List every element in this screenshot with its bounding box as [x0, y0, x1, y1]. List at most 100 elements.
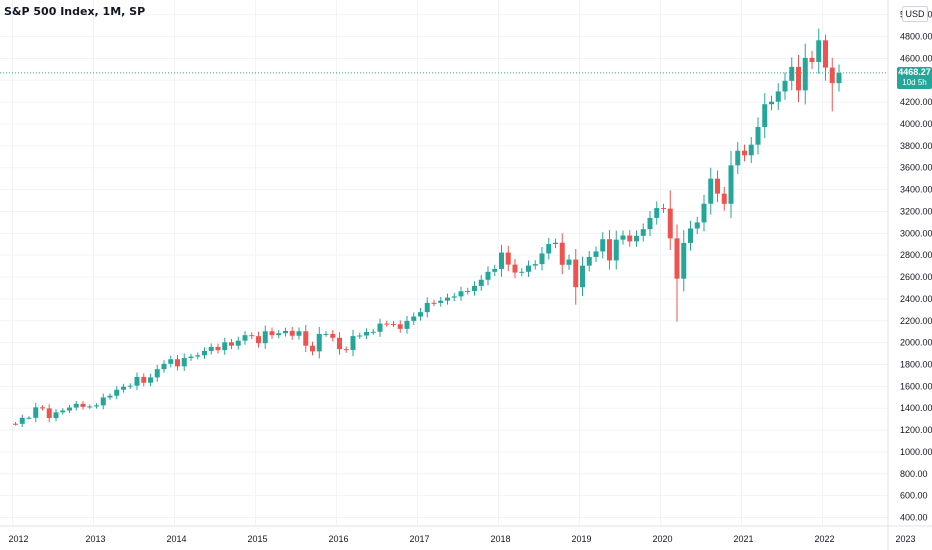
candle-body	[134, 376, 140, 386]
candle-body	[546, 244, 552, 254]
candle-body	[384, 323, 390, 325]
candle-body	[438, 300, 444, 303]
candle-body	[60, 410, 66, 413]
candle-body	[107, 395, 113, 398]
candle-body	[809, 57, 815, 63]
y-tick-label: 800.00	[900, 469, 928, 479]
candle-body	[823, 40, 828, 68]
candle-body	[283, 330, 288, 334]
candle-body	[127, 385, 133, 387]
candle-body	[492, 268, 498, 272]
candle-body	[249, 335, 255, 337]
candle-body	[310, 345, 315, 352]
grid-layer	[0, 0, 888, 525]
candle-body	[701, 203, 707, 223]
candle-body	[343, 349, 349, 351]
candle-body	[539, 253, 545, 265]
x-tick-label: 2022	[815, 534, 835, 544]
candle-body	[647, 217, 653, 230]
x-tick-label: 2021	[734, 534, 754, 544]
candle-body	[526, 265, 531, 272]
candle-body	[276, 333, 282, 336]
candle-body	[188, 356, 194, 359]
candle-body	[53, 412, 59, 419]
y-tick-label: 3400.00	[900, 185, 932, 195]
candle-body	[13, 423, 18, 425]
candle-body	[458, 291, 464, 297]
candle-body	[782, 80, 788, 92]
candle-body	[485, 271, 491, 280]
candle-body	[688, 228, 693, 243]
candle-body	[141, 376, 147, 383]
candle-body	[735, 150, 741, 166]
candle-body	[391, 323, 396, 325]
candle-body	[654, 208, 660, 218]
y-tick-label: 4800.00	[900, 32, 932, 42]
candle-body	[499, 252, 504, 269]
candle-body	[40, 407, 45, 409]
candle-body	[303, 331, 309, 346]
candle-body	[202, 350, 207, 356]
y-tick-label: 4000.00	[900, 119, 932, 129]
candle-body	[262, 331, 268, 344]
candle-body	[316, 333, 322, 352]
candle-body	[728, 165, 734, 204]
candle-body	[175, 359, 180, 367]
candle-body	[465, 291, 471, 293]
candle-body	[566, 259, 572, 265]
candle-body	[73, 403, 79, 408]
candle-body	[404, 320, 410, 329]
candle-body	[168, 359, 174, 364]
candle-body	[573, 259, 579, 288]
candle-body	[681, 242, 687, 279]
candle-body	[161, 363, 167, 370]
candle-body	[222, 342, 228, 351]
y-tick-label: 3600.00	[900, 163, 932, 173]
y-tick-label: 2800.00	[900, 250, 932, 260]
candle-body	[775, 91, 781, 102]
candle-body	[411, 316, 417, 321]
candle-body	[397, 324, 403, 329]
candle-body	[451, 296, 457, 298]
x-tick-label: 2012	[9, 534, 29, 544]
candle-body	[418, 312, 423, 317]
y-tick-label: 4600.00	[900, 53, 932, 63]
candle-body	[148, 377, 153, 383]
candle-body	[600, 239, 606, 252]
x-tick-label: 2023	[896, 534, 916, 544]
candle-body	[742, 150, 747, 156]
y-tick-label: 2400.00	[900, 294, 932, 304]
candle-body	[674, 238, 680, 279]
candle-body	[613, 239, 619, 261]
candle-body	[296, 331, 302, 336]
candle-body	[94, 405, 99, 407]
currency-button[interactable]: USD	[902, 6, 928, 22]
candle-body	[505, 252, 511, 265]
candle-body	[181, 358, 187, 367]
candle-body	[532, 264, 538, 266]
candle-body	[235, 340, 241, 346]
candle-body	[67, 407, 72, 411]
candle-body	[694, 222, 700, 229]
candle-body	[640, 229, 646, 236]
y-tick-label: 1800.00	[900, 359, 932, 369]
candle-body	[350, 336, 356, 351]
y-tick-label: 2200.00	[900, 316, 932, 326]
candle-body	[478, 279, 484, 286]
candle-body	[559, 242, 565, 265]
y-tick-label: 600.00	[900, 491, 928, 501]
candle-body	[607, 239, 612, 261]
x-tick-label: 2018	[491, 534, 511, 544]
x-tick-label: 2017	[410, 534, 430, 544]
y-tick-label: 2000.00	[900, 338, 932, 348]
y-tick-label: 1200.00	[900, 425, 932, 435]
candle-body	[445, 297, 450, 301]
candle-body	[87, 406, 93, 408]
candle-body	[337, 337, 342, 350]
candle-body	[154, 369, 160, 378]
candle-body	[519, 271, 525, 273]
y-tick-label: 1000.00	[900, 447, 932, 457]
candle-body	[512, 264, 518, 273]
